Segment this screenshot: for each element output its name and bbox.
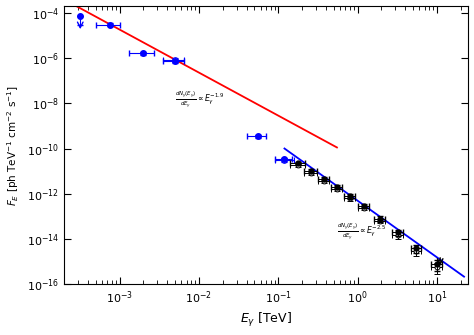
Text: $\frac{dN_{\gamma}(E_{\gamma})}{dE_{\gamma}} \propto E_{\gamma}^{-2.5}$: $\frac{dN_{\gamma}(E_{\gamma})}{dE_{\gam… <box>337 221 386 242</box>
X-axis label: $E_{\gamma}$ [TeV]: $E_{\gamma}$ [TeV] <box>240 312 292 329</box>
Text: $\frac{dN_{\gamma}(E_{\gamma})}{dE_{\gamma}} \propto E_{\gamma}^{-1.9}$: $\frac{dN_{\gamma}(E_{\gamma})}{dE_{\gam… <box>175 90 224 110</box>
Y-axis label: $F_E$ [ph TeV$^{-1}$ cm$^{-2}$ s$^{-1}$]: $F_E$ [ph TeV$^{-1}$ cm$^{-2}$ s$^{-1}$] <box>6 85 21 206</box>
